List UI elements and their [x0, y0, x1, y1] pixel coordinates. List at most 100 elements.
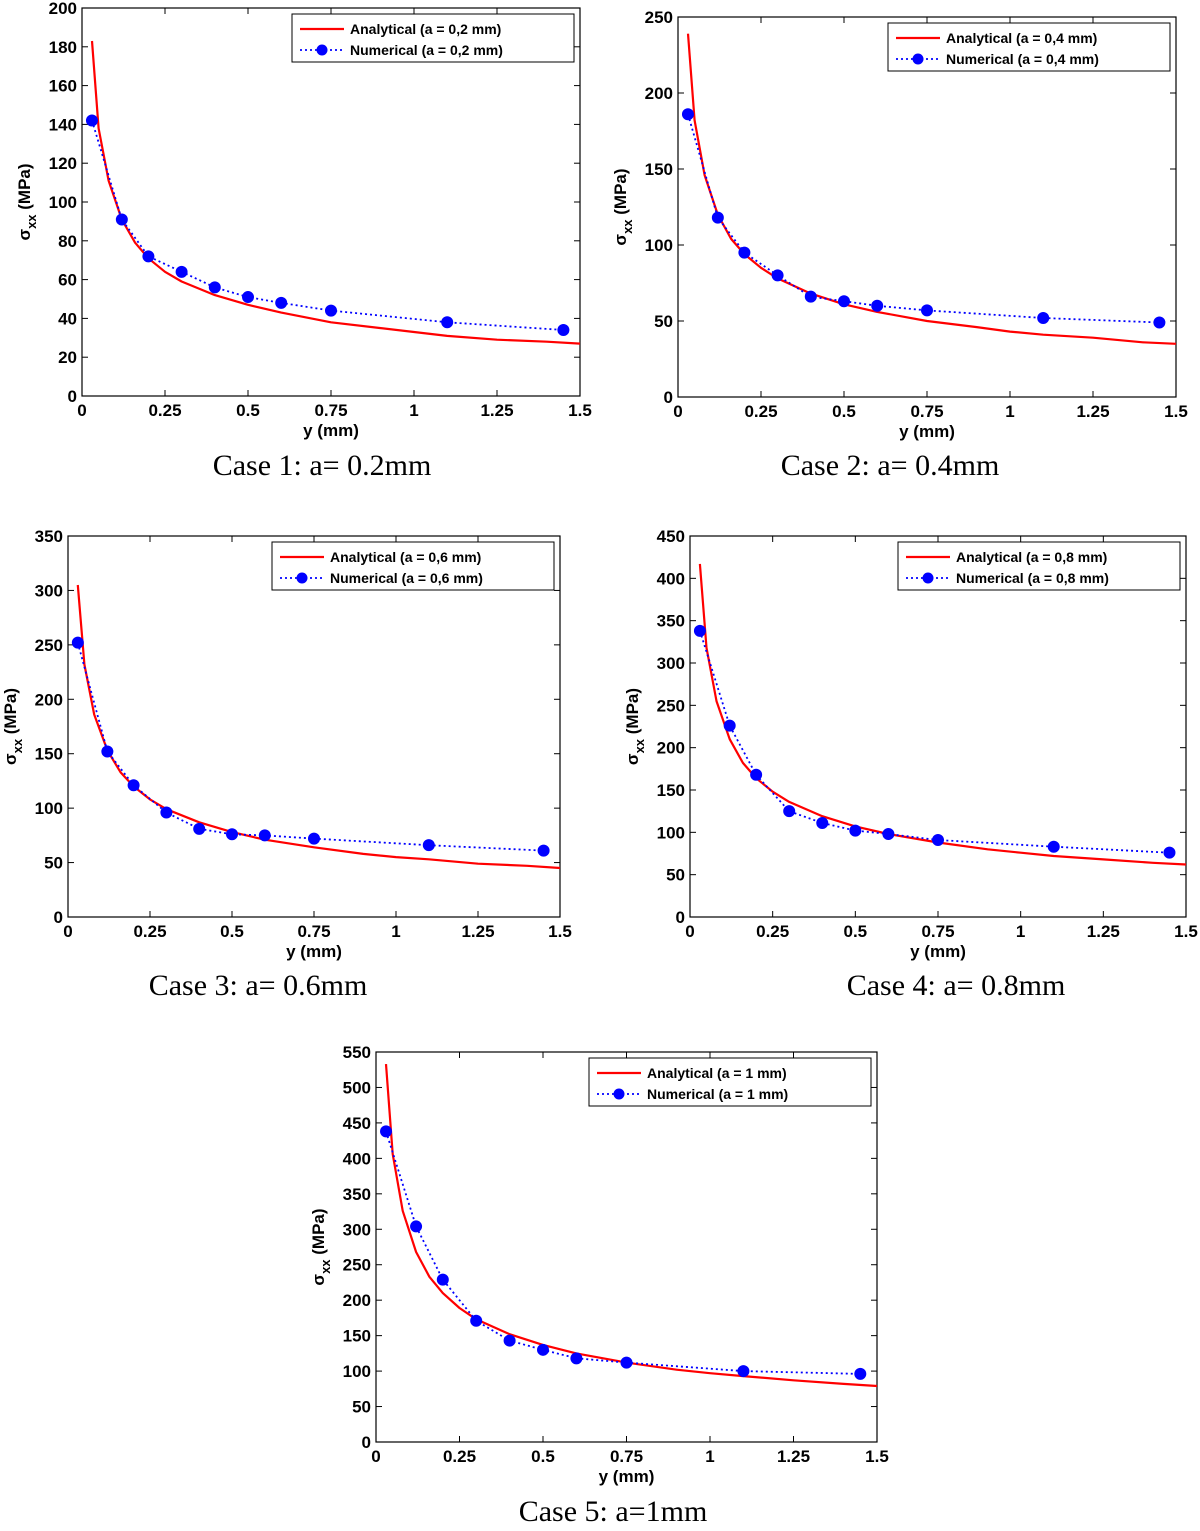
numerical-data-point [242, 291, 254, 304]
x-tick-label: 1.5 [568, 401, 592, 420]
numerical-data-point [737, 1365, 750, 1378]
plot-frame [677, 16, 1177, 398]
y-axis-label-subscript: xx [24, 214, 39, 229]
y-tick-label: 500 [343, 1078, 371, 1097]
legend-box [588, 1057, 872, 1107]
y-tick-label: 450 [343, 1114, 371, 1133]
y-tick-label: 0 [54, 908, 63, 927]
numerical-data-point [1037, 311, 1050, 324]
x-tick-label: 1 [409, 401, 418, 420]
legend-box [291, 13, 575, 63]
y-tick-label: 350 [657, 612, 685, 631]
series-numerical-line [76, 642, 544, 852]
chart-4: 0 0.25 0.5 0.75 1 1.25 1.5 0 50 100 150 200 250 300 35… [623, 527, 1198, 1002]
y-tick-label: 100 [343, 1362, 371, 1381]
y-axis-label-symbol: σ [1, 753, 20, 765]
numerical-data-point [738, 246, 751, 259]
numerical-data-point [537, 1343, 549, 1356]
legend-box [271, 541, 555, 591]
y-tick-label: 400 [343, 1149, 371, 1168]
y-tick-label: 200 [657, 739, 685, 758]
numerical-data-point [160, 806, 173, 819]
numerical-data-point [804, 290, 817, 303]
numerical-data-point [723, 719, 736, 732]
series-numerical-line [91, 120, 564, 331]
y-tick-label: 150 [343, 1327, 371, 1346]
y-tick-label: 120 [49, 154, 77, 173]
chart-3: 0 0.25 0.5 0.75 1 1.25 1.5 0 50 100 150 200 250 300 35… [1, 527, 572, 1002]
x-tick-label: 0.5 [844, 922, 868, 941]
legend-marker-numerical [316, 44, 328, 56]
legend-marker-numerical [912, 53, 924, 65]
y-tick-label: 200 [35, 690, 63, 709]
numerical-data-point [1047, 840, 1060, 853]
y-axis-label-unit: (MPa) [611, 168, 630, 219]
series-analytical-line [384, 1064, 878, 1388]
numerical-data-point [175, 265, 188, 278]
numerical-data-point [693, 624, 706, 637]
y-axis-label-unit: (MPa) [623, 688, 642, 739]
y-axis-label: σxx (MPa) [1, 688, 25, 765]
plot-frame [81, 7, 581, 397]
numerical-data-point [422, 839, 435, 852]
numerical-data-point [854, 1367, 867, 1380]
x-tick-label: 0.5 [832, 402, 856, 421]
y-tick-label: 450 [657, 527, 685, 546]
y-axis-label: σxx (MPa) [611, 168, 635, 245]
y-tick-label: 350 [35, 527, 63, 546]
y-axis-label-symbol: σ [623, 753, 642, 765]
x-tick-label: 0.25 [133, 922, 166, 941]
numerical-data-point [557, 324, 570, 337]
y-tick-label: 20 [58, 348, 77, 367]
chart-2: 0 0.25 0.5 0.75 1 1.25 1.5 0 50 100 150 200 250 y (mm… [611, 8, 1188, 482]
numerical-data-point [470, 1314, 483, 1327]
legend-entry: Numerical (a = 0,8 mm) [956, 570, 1109, 586]
legend-entry: Analytical (a = 1 mm) [647, 1065, 787, 1081]
y-axis-label: σxx (MPa) [309, 1208, 333, 1285]
y-tick-label: 180 [49, 38, 77, 57]
x-tick-label: 1 [1016, 922, 1025, 941]
y-axis-label-subscript: xx [10, 738, 25, 753]
x-tick-label: 0 [685, 922, 694, 941]
numerical-data-point [620, 1356, 633, 1369]
y-axis-label: σxx (MPa) [15, 163, 39, 240]
x-tick-label: 0.25 [443, 1447, 476, 1466]
y-tick-label: 50 [666, 866, 685, 885]
legend-box [897, 541, 1181, 591]
x-tick-label: 0.75 [297, 922, 330, 941]
numerical-data-point [849, 824, 862, 837]
y-tick-label: 160 [49, 77, 77, 96]
y-axis-label-subscript: xx [318, 1259, 333, 1274]
x-tick-label: 0.75 [921, 922, 954, 941]
numerical-data-point [882, 828, 895, 841]
x-tick-label: 1 [391, 922, 400, 941]
y-tick-label: 200 [645, 84, 673, 103]
chart-caption: Case 2: a= 0.4mm [781, 449, 1000, 482]
y-axis-label-subscript: xx [632, 738, 647, 753]
y-tick-label: 300 [657, 654, 685, 673]
y-tick-label: 0 [362, 1433, 371, 1452]
y-axis-label: σxx (MPa) [623, 688, 647, 765]
x-tick-label: 1.25 [480, 401, 513, 420]
numerical-data-point [1153, 316, 1166, 329]
x-tick-label: 0.25 [148, 401, 181, 420]
plot-frame [689, 535, 1187, 918]
x-tick-label: 1 [705, 1447, 714, 1466]
numerical-data-point [921, 304, 933, 317]
numerical-data-point [115, 213, 128, 226]
y-tick-label: 200 [49, 0, 77, 18]
x-axis-label: y (mm) [286, 942, 342, 961]
numerical-data-point [711, 211, 724, 224]
legend-entry: Analytical (a = 0,2 mm) [350, 21, 501, 37]
y-tick-label: 50 [654, 312, 673, 331]
x-tick-label: 0 [673, 402, 682, 421]
numerical-data-point [308, 832, 320, 845]
x-tick-label: 1.25 [1087, 922, 1120, 941]
y-tick-label: 250 [343, 1256, 371, 1275]
y-tick-label: 550 [343, 1043, 371, 1062]
numerical-data-point [258, 829, 271, 842]
legend-marker-numerical [296, 572, 308, 584]
y-axis-label-unit: (MPa) [309, 1208, 328, 1259]
x-tick-label: 1.25 [461, 922, 494, 941]
